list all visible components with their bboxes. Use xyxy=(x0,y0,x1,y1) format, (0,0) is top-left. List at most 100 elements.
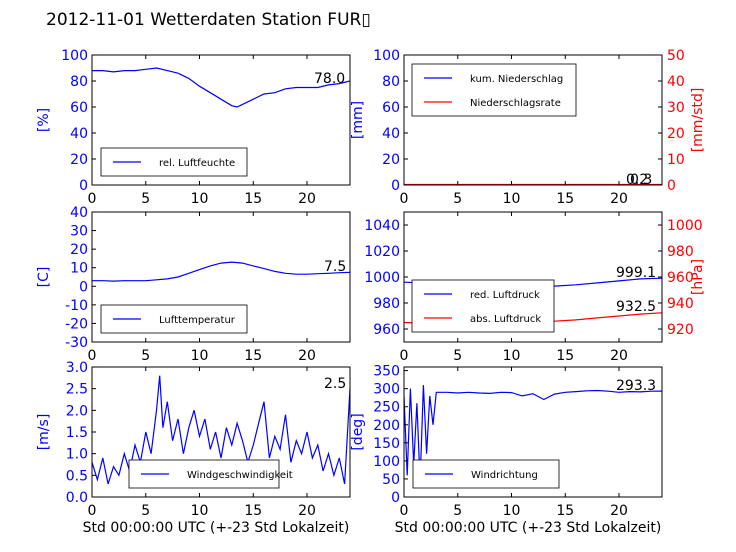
y-tick-label: 200 xyxy=(373,418,400,434)
x-tick-label: 5 xyxy=(141,503,150,519)
y-tick-label: 60 xyxy=(382,100,400,116)
y2-axis-label: [mm/std] xyxy=(690,88,706,153)
x-tick-label: 0 xyxy=(88,503,97,519)
y2-tick-label: 940 xyxy=(667,296,694,312)
y-tick-label: 150 xyxy=(373,436,400,452)
y2-tick-label: 980 xyxy=(667,244,694,260)
series-line-1 xyxy=(92,67,350,108)
x-tick-label: 20 xyxy=(610,503,628,519)
x-tick-label: 20 xyxy=(610,348,628,364)
y-tick-label: -30 xyxy=(65,335,88,351)
series-line-1 xyxy=(92,375,350,485)
x-tick-label: 5 xyxy=(141,348,150,364)
panel-precipitation: 0 5 10 15 20 0 20 40 60 80 100 0 10 20 30 40 50 [mm] [mm/s… xyxy=(350,48,706,207)
axes-frame xyxy=(403,54,663,186)
y-tick-label: 10 xyxy=(70,261,88,277)
x-axis-label: Std 00:00:00 UTC (+-23 Std Lokalzeit) xyxy=(83,520,350,536)
y-tick-label: 1020 xyxy=(364,244,400,260)
y2-tick-label: 40 xyxy=(667,74,685,90)
x-tick-label: 15 xyxy=(556,348,574,364)
axes-frame xyxy=(91,211,351,343)
legend: Windgeschwindigkeit xyxy=(128,459,293,489)
y-tick-label: 2.5 xyxy=(66,382,88,398)
y-axis-label: [C] xyxy=(36,267,52,288)
y2-tick-label: 920 xyxy=(667,322,694,338)
value-annotation: 2.5 xyxy=(324,376,346,392)
y-tick-label: 1.0 xyxy=(66,447,88,463)
y-tick-label: 2.0 xyxy=(66,403,88,419)
legend-label: Windgeschwindigkeit xyxy=(187,470,293,481)
legend: Windrichtung xyxy=(412,459,560,489)
y2-tick-label: 30 xyxy=(667,100,685,116)
legend-label: Niederschlagsrate xyxy=(470,98,561,109)
y-tick-label: 1040 xyxy=(364,218,400,234)
x-tick-label: 10 xyxy=(503,191,521,207)
x-tick-label: 5 xyxy=(453,191,462,207)
legend: kum. Niederschlag Niederschlagsrate xyxy=(411,63,577,117)
x-tick-label: 0 xyxy=(400,191,409,207)
y2-axis-label: [hPa] xyxy=(690,259,706,295)
y-tick-label: 1.5 xyxy=(66,425,88,441)
y-tick-label: 0 xyxy=(79,279,88,295)
x-tick-label: 5 xyxy=(453,503,462,519)
y-tick-label: 1000 xyxy=(364,270,400,286)
y-tick-label: 960 xyxy=(373,322,400,338)
y-axis-label: [%] xyxy=(36,108,52,132)
y-tick-label: 80 xyxy=(70,74,88,90)
legend-label: red. Luftdruck xyxy=(470,290,540,301)
x-tick-label: 20 xyxy=(298,191,316,207)
value-annotation: 78.0 xyxy=(314,71,345,87)
y-tick-label: 20 xyxy=(70,152,88,168)
legend-label: Lufttemperatur xyxy=(159,315,236,326)
x-tick-label: 0 xyxy=(400,503,409,519)
value-annotation: 293.3 xyxy=(616,378,656,394)
x-tick-label: 10 xyxy=(503,348,521,364)
y-tick-label: 350 xyxy=(373,364,400,380)
y-tick-label: 100 xyxy=(373,48,400,64)
y2-tick-label: 1000 xyxy=(667,218,703,234)
value-annotation: 932.5 xyxy=(616,299,656,315)
x-tick-label: 10 xyxy=(503,503,521,519)
legend: Lufttemperatur xyxy=(100,304,248,334)
y-tick-label: 250 xyxy=(373,400,400,416)
x-tick-label: 15 xyxy=(244,191,262,207)
y-tick-label: -20 xyxy=(65,316,88,332)
y-tick-label: 0 xyxy=(391,490,400,506)
legend-box xyxy=(411,279,555,333)
x-tick-label: 10 xyxy=(191,191,209,207)
y-tick-label: 40 xyxy=(382,126,400,142)
y-tick-label: -10 xyxy=(65,298,88,314)
y2-tick-label: 10 xyxy=(667,152,685,168)
panel-temperature: 0 5 10 15 20 -30 -20 -10 0 10 20 30 40 [C] 7.5 Lufttemp… xyxy=(36,205,351,364)
x-tick-label: 20 xyxy=(610,191,628,207)
x-tick-label: 15 xyxy=(244,503,262,519)
y2-tick-label: 0 xyxy=(667,178,676,194)
x-tick-label: 10 xyxy=(191,348,209,364)
legend-label: rel. Luftfeuchte xyxy=(159,158,235,169)
value-annotation: 7.5 xyxy=(324,259,346,275)
y-axis-label: [mm] xyxy=(350,101,366,139)
x-tick-label: 0 xyxy=(400,348,409,364)
x-tick-label: 20 xyxy=(298,348,316,364)
panel-humidity: 0 5 10 15 20 0 20 40 60 80 100 [%] 78.0 rel. Luftfeuc… xyxy=(36,48,351,207)
x-tick-label: 0 xyxy=(88,191,97,207)
y-tick-label: 80 xyxy=(382,74,400,90)
y-axis-label: [deg] xyxy=(350,413,366,450)
x-tick-label: 15 xyxy=(244,348,262,364)
y-tick-label: 50 xyxy=(382,472,400,488)
y-tick-label: 30 xyxy=(70,224,88,240)
panel-pressure: 0 5 10 15 20 960 980 1000 1020 1040 920 940 960 980 10… xyxy=(364,211,706,364)
axes-frame xyxy=(91,54,351,186)
x-tick-label: 0 xyxy=(88,348,97,364)
legend-label: kum. Niederschlag xyxy=(470,74,563,85)
y2-tick-label: 20 xyxy=(667,126,685,142)
legend: red. Luftdruck abs. Luftdruck xyxy=(411,279,555,333)
value-annotation: 999.1 xyxy=(616,265,656,281)
x-tick-label: 5 xyxy=(453,348,462,364)
x-tick-label: 5 xyxy=(141,191,150,207)
legend-label: abs. Luftdruck xyxy=(470,314,541,325)
value-annotation: 0.2 xyxy=(626,172,648,188)
y-tick-label: 0 xyxy=(391,178,400,194)
